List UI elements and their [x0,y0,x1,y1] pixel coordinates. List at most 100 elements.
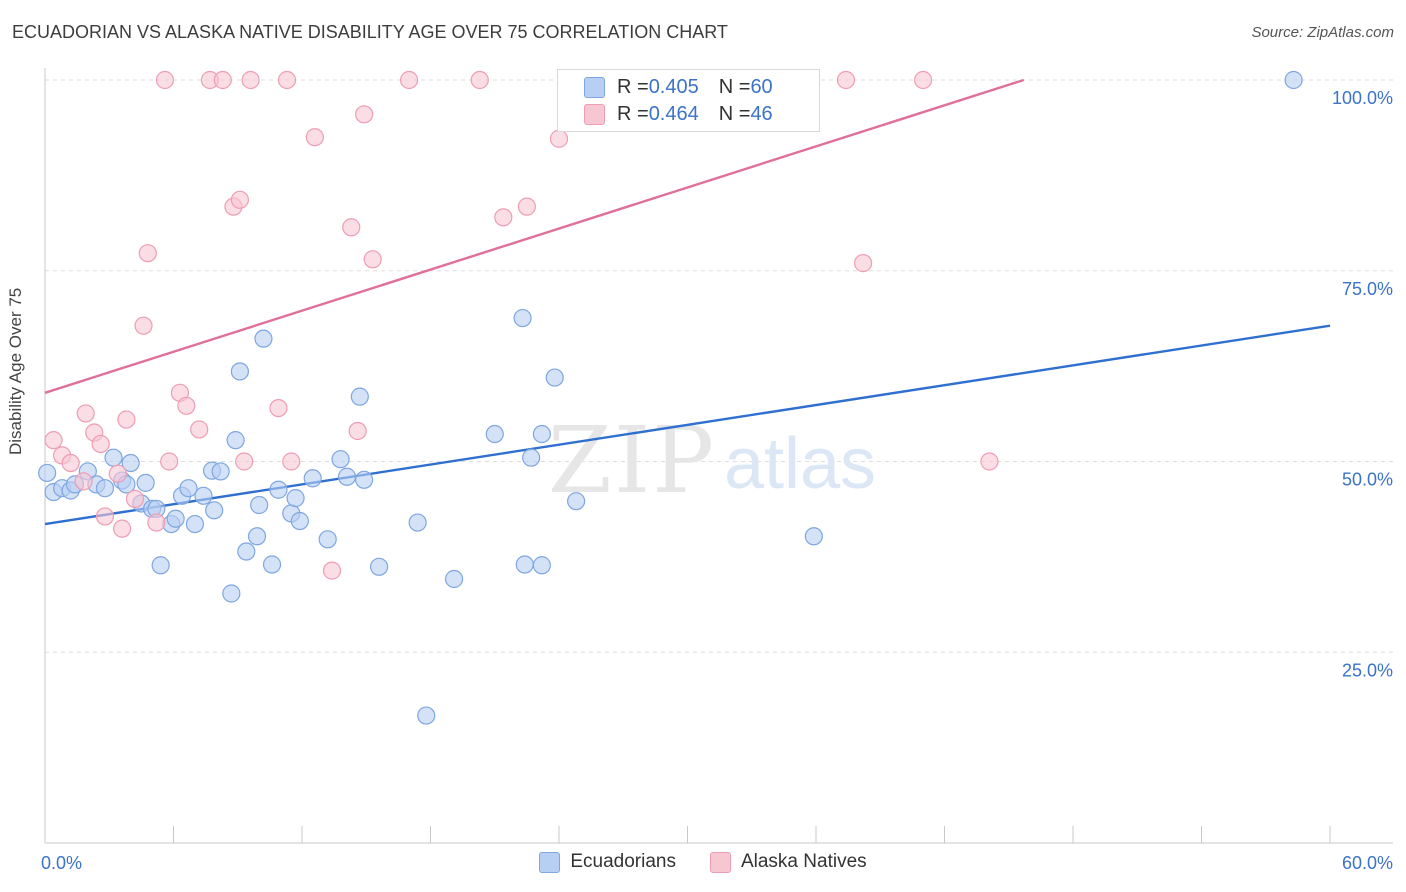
point-ecuadorians [337,467,357,486]
point-ecuadorians [331,450,350,469]
trend-line-alaska-natives [44,78,1025,394]
point-ecuadorians [166,509,185,528]
series-legend: Ecuadorians Alaska Natives [0,851,1406,873]
point-alaska-natives [854,254,873,273]
y-tick-label: 25.0% [1342,660,1393,680]
point-ecuadorians [355,470,374,489]
point-alaska-natives [91,434,110,454]
point-ecuadorians [545,368,564,387]
point-ecuadorians [222,584,241,603]
point-alaska-natives [348,421,367,441]
point-ecuadorians [444,569,464,589]
blue-swatch [584,76,605,98]
point-alaska-natives [549,129,569,148]
point-ecuadorians [104,448,123,467]
y-tick-label: 100.0% [1332,88,1393,108]
point-alaska-natives [44,431,63,450]
legend-item-ecuadorians[interactable]: Ecuadorians [539,851,676,873]
y-tick-label: 75.0% [1342,279,1393,299]
watermark: ZIP atlas [548,407,876,514]
point-alaska-natives [160,452,179,471]
point-ecuadorians [567,492,586,511]
blue-swatch [539,851,561,873]
n-value: 60 [750,75,773,98]
point-alaska-natives [61,453,80,473]
legend-row-alaska-natives: R = 0.464 N = 46 [584,101,773,127]
point-ecuadorians [303,469,322,488]
point-alaska-natives [95,507,115,526]
pink-swatch [584,103,605,125]
point-alaska-natives [342,218,361,237]
n-value: 46 [750,102,773,125]
point-alaska-natives [155,70,175,90]
point-ecuadorians [121,453,140,473]
gridlines [45,79,1393,653]
point-ecuadorians [522,448,541,467]
point-ecuadorians [318,530,337,549]
watermark-atlas: atlas [724,424,876,504]
point-alaska-natives [190,420,209,439]
trend-line-ecuadorians [44,324,1331,526]
y-axis-label: Disability Age Over 75 [6,287,25,455]
point-alaska-natives [74,472,93,491]
point-ecuadorians [185,514,205,534]
point-alaska-natives [517,197,536,216]
point-ecuadorians [290,511,309,531]
point-alaska-natives [134,316,153,335]
correlation-legend: R = 0.405 N = 60 R = 0.464 N = 46 [557,69,820,132]
point-alaska-natives [277,70,297,90]
point-alaska-natives [230,190,249,209]
point-ecuadorians [804,527,823,546]
point-ecuadorians [513,308,532,328]
point-alaska-natives [494,208,513,227]
point-ecuadorians [485,424,504,444]
point-alaska-natives [177,396,196,415]
legend-label-alaska-natives: Alaska Natives [740,851,867,872]
point-ecuadorians [1284,70,1303,90]
point-alaska-natives [108,464,127,483]
r-label: R = [617,102,649,125]
point-alaska-natives [470,70,489,90]
point-ecuadorians [205,501,224,520]
point-ecuadorians [211,462,230,481]
point-ecuadorians [262,555,282,574]
point-alaska-natives [305,128,324,147]
point-alaska-natives [138,244,157,263]
point-alaska-natives [235,452,254,471]
point-ecuadorians [250,495,269,515]
point-ecuadorians [269,480,288,499]
axes [44,68,1393,844]
data-points [38,70,1303,725]
pink-swatch [709,851,731,873]
legend-item-alaska-natives[interactable]: Alaska Natives [709,851,867,873]
tick-labels: 25.0% 50.0% 75.0% 100.0% 0.0% 60.0% [41,88,1393,873]
point-alaska-natives [269,398,288,418]
point-ecuadorians [515,555,534,574]
point-ecuadorians [230,362,249,381]
point-ecuadorians [136,473,155,492]
point-alaska-natives [117,410,136,429]
point-alaska-natives [355,105,374,124]
r-value: 0.464 [648,102,699,125]
x-tick-label: 60.0% [1342,853,1393,873]
x-tick-label: 0.0% [41,853,82,873]
legend-row-ecuadorians: R = 0.405 N = 60 [584,74,773,100]
y-tick-label: 50.0% [1342,470,1393,490]
point-alaska-natives [399,70,419,90]
point-ecuadorians [350,387,369,406]
r-label: R = [617,75,649,98]
point-ecuadorians [417,706,436,725]
trend-lines [44,78,1331,526]
legend-label-ecuadorians: Ecuadorians [570,851,676,872]
point-alaska-natives [836,70,856,90]
point-ecuadorians [286,489,305,508]
point-ecuadorians [370,557,389,576]
point-alaska-natives [147,513,166,532]
point-alaska-natives [322,561,342,580]
source-credit: Source: ZipAtlas.com [1251,24,1394,41]
point-ecuadorians [179,479,198,498]
point-alaska-natives [213,70,232,90]
point-alaska-natives [282,452,301,471]
point-alaska-natives [125,489,145,508]
chart-title: ECUADORIAN VS ALASKA NATIVE DISABILITY A… [12,22,728,42]
